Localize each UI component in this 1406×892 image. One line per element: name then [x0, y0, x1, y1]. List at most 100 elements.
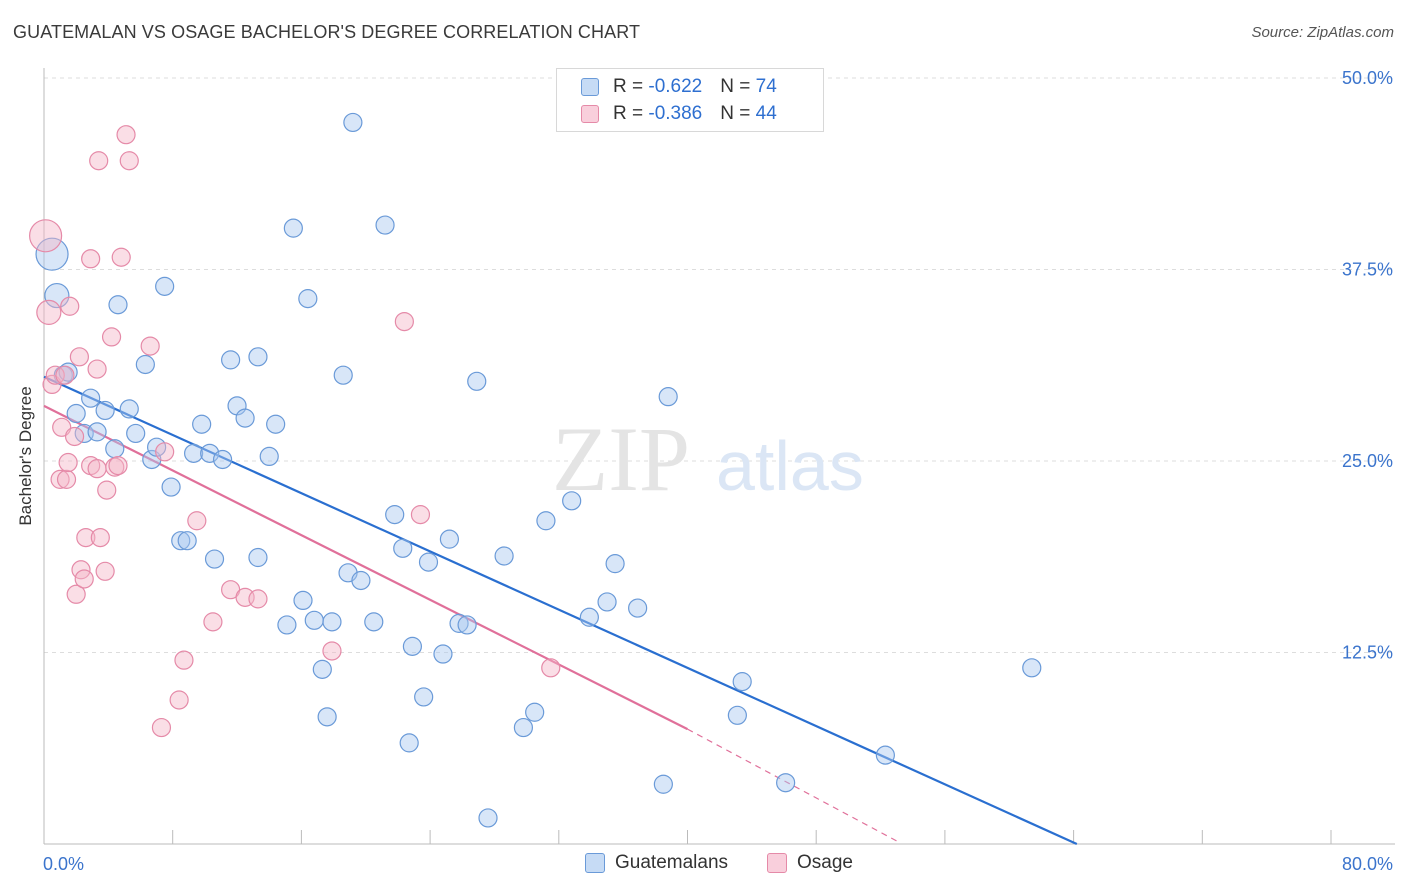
legend-n-label: N =: [720, 103, 756, 124]
point-osage: [36, 299, 62, 325]
point-osage: [87, 359, 107, 379]
point-guatemalans: [126, 423, 146, 444]
trend-line-guatemalans: [43, 375, 1078, 846]
point-osage: [29, 219, 63, 253]
point-osage: [174, 650, 194, 670]
legend-swatch-blue: [585, 853, 605, 873]
point-guatemalans: [364, 612, 384, 632]
point-guatemalans: [597, 592, 617, 612]
point-guatemalans: [457, 615, 477, 635]
point-guatemalans: [312, 659, 332, 679]
point-osage: [541, 658, 561, 678]
series-legend: Guatemalans Osage: [0, 852, 1406, 878]
point-guatemalans: [212, 449, 233, 470]
point-guatemalans: [385, 505, 405, 525]
point-osage: [410, 505, 431, 525]
point-guatemalans: [433, 644, 453, 664]
point-osage: [60, 296, 80, 316]
watermark: ZIP atlas: [552, 408, 864, 510]
point-guatemalans: [304, 610, 324, 630]
point-guatemalans: [298, 289, 318, 309]
point-guatemalans: [579, 607, 599, 627]
points-osage: [29, 125, 561, 738]
point-osage: [58, 452, 78, 473]
point-guatemalans: [494, 546, 514, 566]
point-osage: [81, 249, 101, 269]
point-guatemalans: [105, 439, 125, 459]
point-osage: [169, 690, 189, 710]
legend-item-guatemalans[interactable]: Guatemalans: [585, 852, 728, 874]
point-guatemalans: [343, 112, 363, 133]
point-osage: [111, 247, 131, 267]
legend-r-value: -0.622: [648, 76, 703, 97]
point-guatemalans: [177, 531, 197, 551]
point-guatemalans: [418, 552, 439, 572]
legend-r-value: -0.386: [648, 103, 703, 124]
point-guatemalans: [95, 400, 115, 421]
legend-n-label: N =: [720, 76, 756, 97]
point-osage: [66, 584, 86, 604]
point-guatemalans: [478, 808, 498, 828]
gridlines: [44, 77, 1395, 653]
point-osage: [105, 457, 125, 477]
legend-label-guatemalans: Guatemalans: [615, 852, 729, 873]
point-guatemalans: [248, 547, 268, 568]
point-guatemalans: [1022, 658, 1042, 678]
point-guatemalans: [135, 354, 155, 375]
x-tick-label: 80.0%: [1342, 854, 1393, 874]
point-guatemalans: [81, 388, 101, 408]
point-guatemalans: [248, 347, 268, 367]
point-guatemalans: [119, 399, 139, 419]
points-guatemalans: [35, 112, 1042, 828]
point-osage: [116, 125, 136, 145]
legend-swatch-pink: [767, 853, 787, 873]
point-osage: [76, 527, 96, 548]
point-osage: [203, 612, 223, 632]
point-guatemalans: [605, 554, 625, 574]
point-guatemalans: [171, 531, 191, 551]
point-guatemalans: [727, 705, 747, 725]
y-tick-label: 25.0%: [1342, 451, 1393, 471]
legend-n-value: 44: [755, 103, 777, 124]
y-tick-label: 12.5%: [1342, 643, 1393, 663]
point-guatemalans: [393, 538, 413, 558]
point-osage: [101, 327, 122, 347]
point-guatemalans: [184, 443, 204, 463]
point-osage: [56, 469, 77, 489]
point-guatemalans: [351, 570, 371, 591]
y-axis-label: Bachelor's Degree: [16, 386, 35, 526]
point-guatemalans: [221, 350, 241, 370]
point-guatemalans: [628, 598, 648, 618]
x-tick-label: 0.0%: [43, 854, 84, 874]
point-osage: [95, 561, 115, 581]
point-guatemalans: [266, 414, 286, 434]
legend-label-osage: Osage: [797, 852, 853, 873]
point-guatemalans: [235, 408, 255, 428]
point-osage: [248, 589, 268, 609]
point-guatemalans: [66, 403, 86, 424]
point-guatemalans: [414, 687, 434, 707]
point-guatemalans: [259, 446, 279, 467]
legend-swatch-pink: [581, 105, 599, 123]
trend-lines: [43, 375, 1078, 846]
point-guatemalans: [322, 612, 342, 632]
point-osage: [55, 365, 75, 385]
point-guatemalans: [155, 276, 175, 296]
point-guatemalans: [87, 422, 107, 442]
legend-r-label: R =: [613, 103, 649, 124]
trend-line-osage: [43, 404, 688, 731]
point-osage: [322, 641, 342, 661]
point-guatemalans: [439, 529, 460, 549]
axes: [43, 68, 1395, 845]
point-osage: [50, 469, 70, 489]
point-guatemalans: [402, 636, 423, 656]
correlation-legend: R = -0.622 N = 74 R = -0.386 N = 44: [556, 68, 824, 132]
point-guatemalans: [776, 773, 796, 793]
point-guatemalans: [192, 414, 212, 434]
legend-item-osage[interactable]: Osage: [767, 852, 853, 874]
point-osage: [69, 347, 89, 367]
point-osage: [90, 527, 110, 548]
legend-row-guatemalans: R = -0.622 N = 74: [581, 76, 777, 98]
point-guatemalans: [536, 511, 556, 531]
